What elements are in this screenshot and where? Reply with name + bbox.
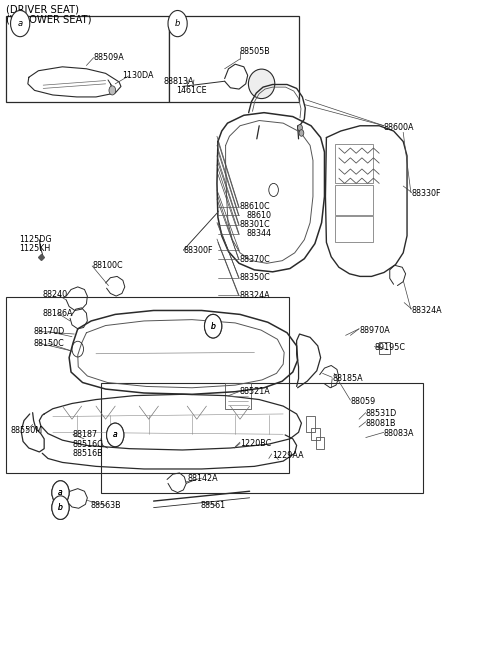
- Text: a: a: [58, 488, 63, 497]
- Text: (W/POWER SEAT): (W/POWER SEAT): [6, 14, 91, 24]
- Circle shape: [52, 496, 69, 519]
- Text: 88561: 88561: [201, 501, 226, 510]
- Text: 89195C: 89195C: [374, 343, 406, 352]
- Text: 88370C: 88370C: [239, 255, 270, 264]
- Circle shape: [52, 496, 69, 519]
- Circle shape: [299, 130, 304, 136]
- Text: 1461CE: 1461CE: [177, 86, 207, 95]
- Circle shape: [168, 10, 187, 37]
- Bar: [225, 383, 251, 409]
- Text: 1125KH: 1125KH: [19, 244, 50, 253]
- Text: a: a: [58, 488, 63, 497]
- Text: 88610C: 88610C: [239, 202, 270, 212]
- Circle shape: [204, 314, 222, 338]
- Text: 88563B: 88563B: [90, 501, 121, 510]
- Circle shape: [52, 481, 69, 504]
- Text: 88344: 88344: [247, 229, 272, 238]
- Bar: [6, 297, 289, 473]
- Text: 88350C: 88350C: [239, 273, 270, 282]
- Text: 88813A: 88813A: [163, 77, 194, 86]
- Text: 88240: 88240: [42, 290, 67, 299]
- Bar: [169, 16, 299, 102]
- Text: 1220BC: 1220BC: [240, 439, 271, 448]
- Bar: [316, 437, 324, 449]
- Text: 88324A: 88324A: [239, 291, 270, 300]
- Text: 88600A: 88600A: [384, 122, 415, 132]
- Text: 88300F: 88300F: [183, 246, 213, 255]
- Bar: [335, 185, 373, 215]
- Text: b: b: [175, 19, 180, 28]
- Text: 88330F: 88330F: [412, 189, 441, 198]
- Text: a: a: [113, 430, 118, 440]
- Circle shape: [107, 423, 124, 447]
- Circle shape: [298, 124, 302, 131]
- Text: 88083A: 88083A: [384, 429, 415, 438]
- Text: 88531D: 88531D: [366, 409, 397, 419]
- Text: a: a: [113, 430, 118, 440]
- Text: 88170D: 88170D: [34, 327, 65, 336]
- Text: 88550M: 88550M: [11, 426, 43, 436]
- Text: 88516C: 88516C: [73, 440, 104, 449]
- Text: b: b: [58, 503, 63, 512]
- Text: 88100C: 88100C: [92, 261, 123, 271]
- Text: 88187: 88187: [73, 430, 98, 439]
- Text: 88186A: 88186A: [42, 309, 73, 318]
- Bar: [306, 416, 315, 432]
- Text: 88970A: 88970A: [359, 326, 390, 335]
- Text: 1130DA: 1130DA: [122, 71, 154, 81]
- Text: 88185A: 88185A: [332, 374, 363, 383]
- Bar: [335, 216, 373, 242]
- Text: 88059: 88059: [350, 397, 376, 406]
- Circle shape: [52, 481, 69, 504]
- Bar: [335, 144, 373, 183]
- Circle shape: [109, 86, 116, 95]
- Circle shape: [204, 314, 222, 338]
- Circle shape: [11, 10, 30, 37]
- Text: b: b: [211, 322, 216, 331]
- Text: 88521A: 88521A: [239, 387, 270, 396]
- Text: 1229AA: 1229AA: [272, 451, 303, 460]
- Text: b: b: [58, 503, 63, 512]
- Circle shape: [107, 423, 124, 447]
- Bar: [311, 428, 320, 440]
- Ellipse shape: [249, 69, 275, 98]
- Text: 88324A: 88324A: [412, 306, 443, 315]
- Bar: [6, 16, 169, 102]
- Text: 88301C: 88301C: [239, 220, 270, 229]
- Bar: [379, 342, 390, 354]
- Text: 88081B: 88081B: [366, 419, 396, 428]
- Text: 88150C: 88150C: [34, 339, 64, 348]
- Text: a: a: [18, 19, 23, 28]
- Text: b: b: [211, 322, 216, 331]
- Text: 88505B: 88505B: [240, 47, 271, 56]
- Text: 88142A: 88142A: [187, 474, 218, 483]
- Bar: [101, 383, 423, 493]
- Text: 88516B: 88516B: [73, 449, 104, 458]
- Text: (DRIVER SEAT): (DRIVER SEAT): [6, 5, 79, 14]
- Text: 1125DG: 1125DG: [19, 234, 52, 244]
- Text: 88610: 88610: [247, 211, 272, 220]
- Text: 88509A: 88509A: [94, 53, 124, 62]
